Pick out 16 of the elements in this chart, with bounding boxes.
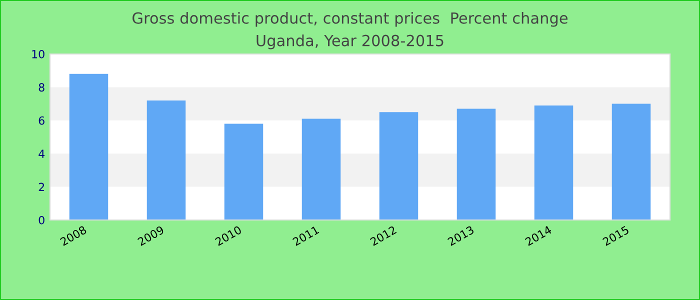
bar — [456, 108, 496, 220]
y-tick-label: 8 — [38, 83, 44, 92]
bar — [379, 112, 418, 220]
chart-title: Gross domestic product, constant prices Percent change — [132, 12, 568, 27]
y-tick-label: 10 — [32, 50, 44, 58]
bar — [146, 100, 186, 220]
y-tick-label: 4 — [38, 150, 45, 158]
bar — [534, 105, 574, 220]
bar — [302, 118, 341, 220]
y-tick-label: 6 — [38, 116, 44, 125]
chart-subtitle: Uganda, Year 2008-2015 — [256, 34, 444, 50]
bar — [224, 124, 264, 220]
bar — [612, 104, 651, 220]
bar — [69, 74, 108, 220]
y-tick-label: 0 — [38, 216, 44, 224]
y-tick-label: 2 — [38, 182, 44, 192]
